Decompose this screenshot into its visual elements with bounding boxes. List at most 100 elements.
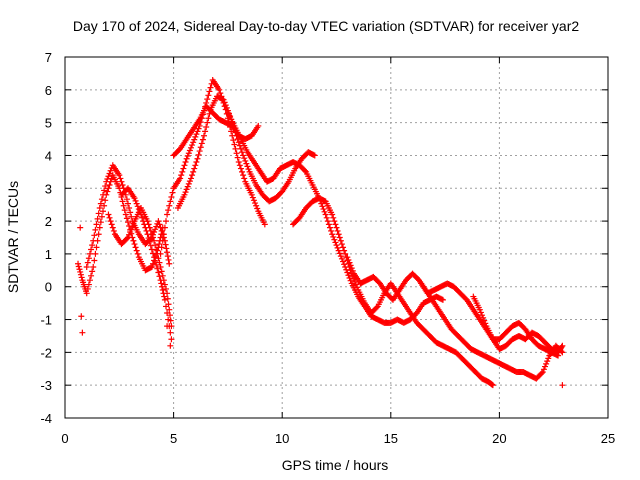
data-point-interp [106,181,113,188]
data-point-interp [196,148,203,155]
data-point-interp [206,88,213,95]
data-point-interp [108,221,115,228]
data-point-interp [97,200,104,207]
data-point [335,231,342,238]
data-point [96,224,103,231]
data-point-interp [481,317,488,324]
data-point-interp [181,162,188,169]
data-point [335,247,342,254]
data-point-interp [139,214,146,221]
data-point-interp [346,274,353,281]
data-point-interp [221,99,228,106]
data-point-interp [334,244,341,251]
data-point-interp [95,231,102,238]
data-point-interp [101,202,108,209]
data-point [344,254,351,261]
data-point-interp [102,183,109,190]
data-point-interp [119,198,126,205]
data-point-interp [184,183,191,190]
data-point-interp [202,128,209,135]
data-point-interp [164,309,171,316]
data-point-interp [161,224,168,231]
data-point-interp [154,265,161,272]
data-point [216,86,223,93]
data-point-interp [152,226,159,233]
data-point-interp [239,149,246,156]
data-point-interp [191,165,198,172]
y-tick-label: -1 [40,313,52,328]
data-point-interp [159,287,166,294]
data-point-interp [126,204,133,211]
data-point-interp [119,181,126,188]
data-point [342,250,349,257]
data-point-interp [323,214,330,221]
data-point-interp [180,165,187,172]
grid [65,57,608,418]
data-point-interp [158,227,165,234]
data-point [220,96,227,103]
data-point-interp [98,196,105,203]
data-point-interp [254,205,261,212]
data-point-interp [77,271,84,278]
data-point-interp [187,144,194,151]
data-point-interp [91,257,98,264]
data-point [122,211,129,218]
data-point-interp [344,269,351,276]
data-point-interp [156,241,163,248]
y-tick-label: 4 [45,148,52,163]
data-point-interp [128,213,135,220]
axis-ticks: 0 5 10 15 20 25 -4 -3 -2 -1 0 1 2 3 4 5 6 7 [40,50,615,446]
data-point-interp [158,280,165,287]
y-tick-label: 6 [45,83,52,98]
data-point [83,264,90,271]
data-point-interp [162,285,169,292]
data-point-interp [186,147,193,154]
data-point-interp [148,246,155,253]
data-point-interp [230,137,237,144]
data-point-interp [156,221,163,228]
data-point-interp [195,125,202,132]
data-point-interp [85,281,92,288]
data-point-interp [198,140,205,147]
data-point [311,152,318,159]
chart-title: Day 170 of 2024, Sidereal Day-to-day VTE… [73,18,579,34]
data-point-interp [110,227,117,234]
data-point-interp [233,150,240,157]
data-point-interp [158,244,165,251]
data-point-interp [127,229,134,236]
data-point-interp [185,180,192,187]
data-point [144,231,151,238]
data-point-interp [92,250,99,257]
data-point [167,342,174,349]
data-point-interp [117,175,124,182]
data-point [439,296,446,303]
data-point [559,382,566,389]
data-point-interp [162,241,169,248]
data-point-interp [133,247,140,254]
data-point-interp [338,255,345,262]
data-point-interp [107,218,114,225]
data-point-interp [340,258,347,265]
data-point-interp [164,253,171,260]
data-point [187,175,194,182]
y-axis-label: SDTVAR / TECUs [5,181,21,293]
data-point-interp [236,162,243,169]
data-point-interp [324,218,331,225]
data-point-interp [328,227,335,234]
data-point-interp [89,242,96,249]
data-point-interp [167,198,174,205]
data-point-interp [183,186,190,193]
data-point-interp [133,200,140,207]
data-point [164,211,171,218]
data-point-interp [373,304,380,311]
x-tick-label: 20 [492,431,506,446]
data-point-interp [354,284,361,291]
data-point-interp [319,203,326,210]
data-point-interp [479,312,486,319]
data-point-interp [330,233,337,240]
data-point-interp [205,115,212,122]
data-point-interp [189,142,196,149]
data-point-interp [162,303,169,310]
data-point-interp [77,268,84,275]
